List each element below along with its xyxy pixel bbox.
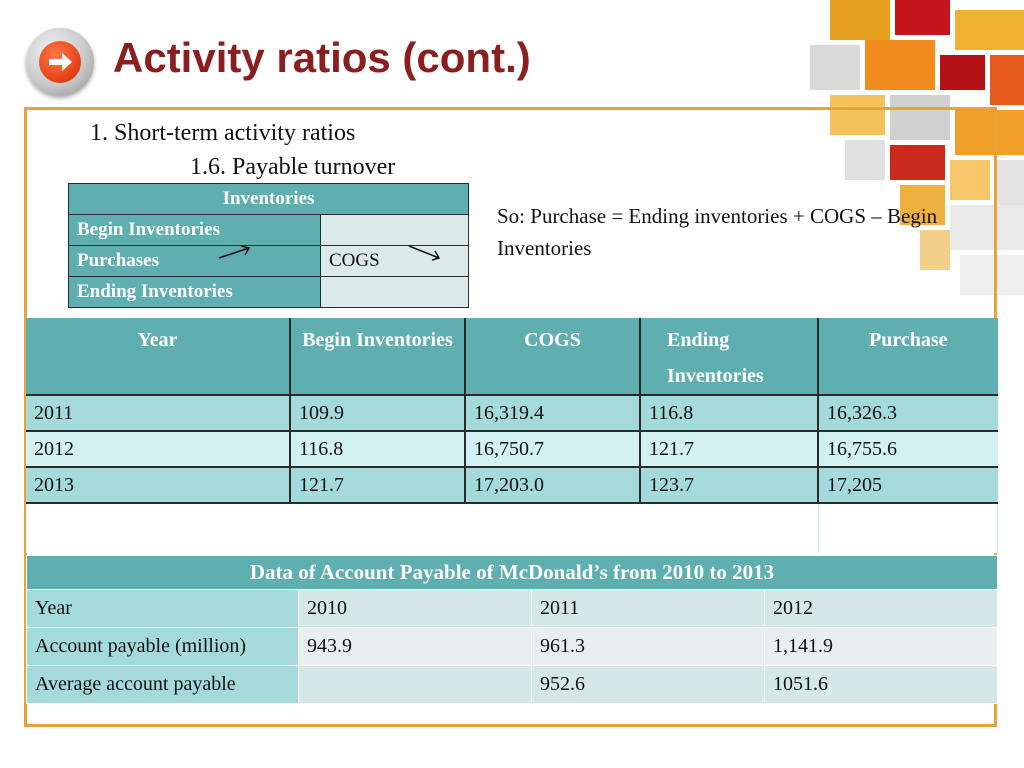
- table-cell: 2011: [531, 589, 765, 628]
- decorative-blocks-graphic: [800, 0, 1024, 320]
- empty-cell: [818, 503, 998, 553]
- table-row: Begin Inventories: [68, 214, 469, 246]
- arrow-circle-icon: [26, 28, 94, 96]
- table-cell: 2013: [26, 467, 291, 504]
- row-label: Account payable (million): [26, 627, 299, 666]
- column-header: COGS: [465, 318, 641, 396]
- row-value: [320, 214, 469, 246]
- table-cell: 952.6: [531, 665, 765, 704]
- table-cell: 1,141.9: [764, 627, 998, 666]
- table-cell: 121.7: [290, 467, 466, 504]
- inventories-header: Inventories: [68, 183, 469, 215]
- table-cell: 121.7: [640, 431, 819, 468]
- row-label: Begin Inventories: [68, 214, 321, 246]
- empty-cell: [26, 503, 819, 553]
- column-header: Ending Inventories: [640, 318, 819, 396]
- table-header-row: Year Begin Inventories COGS Ending Inven…: [26, 318, 998, 396]
- purchase-formula-note: So: Purchase = Ending inventories + COGS…: [497, 204, 938, 260]
- purchase-table: Year Begin Inventories COGS Ending Inven…: [26, 318, 998, 553]
- table-row: 2013 121.7 17,203.0 123.7 17,205: [26, 467, 998, 504]
- table-cell: 17,203.0: [465, 467, 641, 504]
- table-cell: 2012: [764, 589, 998, 628]
- table-row: Ending Inventories: [68, 276, 469, 308]
- table-cell: 116.8: [290, 431, 466, 468]
- column-header: Year: [26, 318, 291, 396]
- arrow-up-right-icon: [218, 245, 251, 259]
- table-cell: 2010: [298, 589, 532, 628]
- table-cell: 1051.6: [764, 665, 998, 704]
- table-cell: 943.9: [298, 627, 532, 666]
- table-cell: 2011: [26, 395, 291, 432]
- table-cell: 109.9: [290, 395, 466, 432]
- table-row: Average account payable 952.6 1051.6: [26, 665, 998, 704]
- table-cell: 116.8: [640, 395, 819, 432]
- table-cell: 16,326.3: [818, 395, 998, 432]
- row-label: Year: [26, 589, 299, 628]
- row-value: COGS: [320, 245, 469, 277]
- row-label: Average account payable: [26, 665, 299, 704]
- table-cell: 16,755.6: [818, 431, 998, 468]
- table-cell: [298, 665, 532, 704]
- arrow-down-right-icon: [408, 245, 441, 261]
- table-cell: 17,205: [818, 467, 998, 504]
- row-label: Ending Inventories: [68, 276, 321, 308]
- table-caption: Data of Account Payable of McDonald’s fr…: [26, 555, 998, 590]
- table-cell: 16,750.7: [465, 431, 641, 468]
- page-title: Activity ratios (cont.): [113, 34, 531, 81]
- row-value: [320, 276, 469, 308]
- table-cell: 961.3: [531, 627, 765, 666]
- table-row: 2012 116.8 16,750.7 121.7 16,755.6: [26, 431, 998, 468]
- inventories-table: Inventories Begin Inventories Purchases …: [68, 183, 469, 308]
- table-row: [26, 503, 998, 553]
- column-header: Purchase: [818, 318, 998, 396]
- row-label: Purchases: [68, 245, 321, 277]
- table-row: 2011 109.9 16,319.4 116.8 16,326.3: [26, 395, 998, 432]
- account-payable-table: Data of Account Payable of McDonald’s fr…: [26, 555, 998, 704]
- table-cell: 123.7: [640, 467, 819, 504]
- table-row: Year 2010 2011 2012: [26, 589, 998, 628]
- column-header: Begin Inventories: [290, 318, 466, 396]
- table-row: Account payable (million) 943.9 961.3 1,…: [26, 627, 998, 666]
- table-cell: 16,319.4: [465, 395, 641, 432]
- subsection-heading: 1.6. Payable turnover: [190, 154, 396, 180]
- table-row: Purchases COGS: [68, 245, 469, 277]
- table-cell: 2012: [26, 431, 291, 468]
- section-heading: 1. Short-term activity ratios: [90, 120, 356, 146]
